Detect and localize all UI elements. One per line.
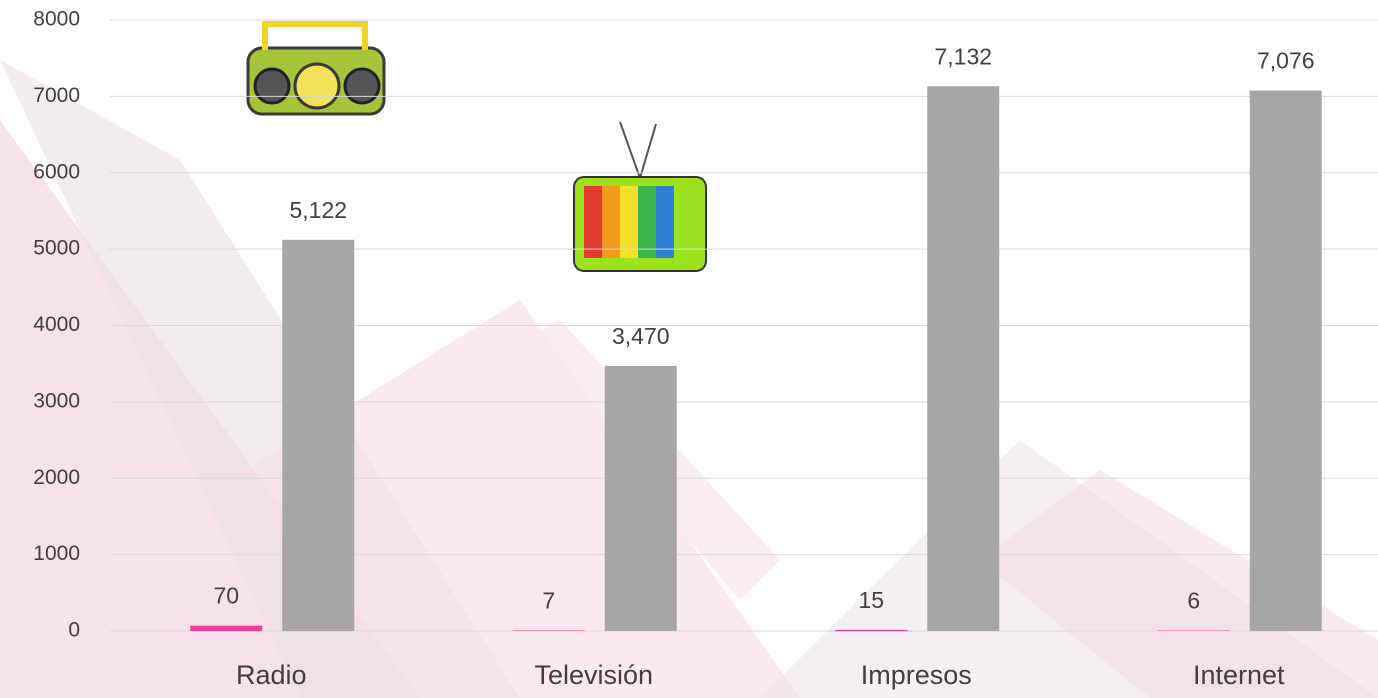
x-tick-label: Impresos (861, 660, 972, 690)
background-decoration (0, 60, 1378, 698)
x-tick-label: Radio (236, 660, 307, 690)
data-label: 7,076 (1257, 48, 1315, 74)
y-tick-label: 2000 (33, 466, 80, 489)
y-tick-label: 0 (68, 619, 80, 642)
radio-icon (246, 21, 386, 116)
data-label: 3,470 (612, 323, 670, 349)
data-label: 15 (858, 587, 884, 613)
data-label: 70 (213, 583, 239, 609)
y-tick-label: 4000 (33, 313, 80, 336)
bar (282, 239, 355, 631)
x-tick-label: Televisión (534, 660, 653, 690)
y-tick-label: 6000 (33, 160, 80, 183)
y-tick-label: 8000 (33, 8, 80, 31)
bar (190, 625, 263, 631)
y-tick-label: 3000 (33, 389, 80, 412)
data-label: 7 (542, 588, 555, 614)
bar (512, 630, 585, 631)
bar (927, 86, 1000, 631)
y-tick-label: 1000 (33, 542, 80, 565)
tv-icon (573, 121, 707, 272)
x-tick-label: Internet (1193, 660, 1285, 690)
bar (604, 365, 677, 631)
data-label: 5,122 (289, 197, 347, 223)
y-tick-label: 7000 (33, 84, 80, 107)
y-tick-label: 5000 (33, 237, 80, 260)
data-label: 6 (1187, 588, 1200, 614)
bar (835, 629, 908, 631)
data-label: 7,132 (934, 43, 992, 69)
bar (1249, 90, 1322, 632)
plot: 0 1000 2000 3000 4000 5000 6000 7000 8000 Radio 70… (33, 8, 1378, 690)
